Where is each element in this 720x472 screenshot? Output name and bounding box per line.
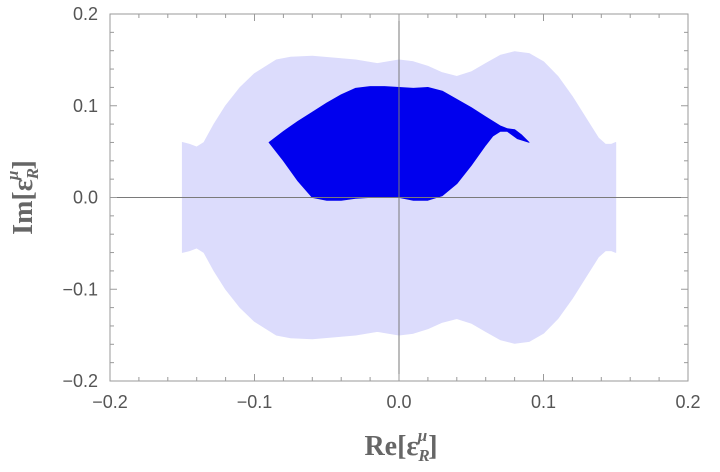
- y-tick-label: 0.1: [73, 96, 98, 116]
- y-tick-label: −0.2: [62, 371, 98, 391]
- y-tick-label: 0.2: [73, 4, 98, 24]
- x-tick-label: 0.1: [531, 392, 556, 412]
- x-tick-label: 0.0: [386, 392, 411, 412]
- x-tick-label: −0.2: [92, 392, 128, 412]
- x-tick-label: −0.1: [237, 392, 273, 412]
- x-axis-label: Re[εRμ]: [364, 426, 437, 465]
- tick-layer: −0.2 −0.1 0.0 0.1 0.2 −0.2 −0.1 0.0 0.1 0.2: [62, 4, 700, 412]
- x-tick-label: 0.2: [675, 392, 700, 412]
- y-tick-label: −0.1: [62, 279, 98, 299]
- y-tick-label: 0.0: [73, 188, 98, 208]
- y-axis-label: Im[εRμ]: [3, 160, 42, 235]
